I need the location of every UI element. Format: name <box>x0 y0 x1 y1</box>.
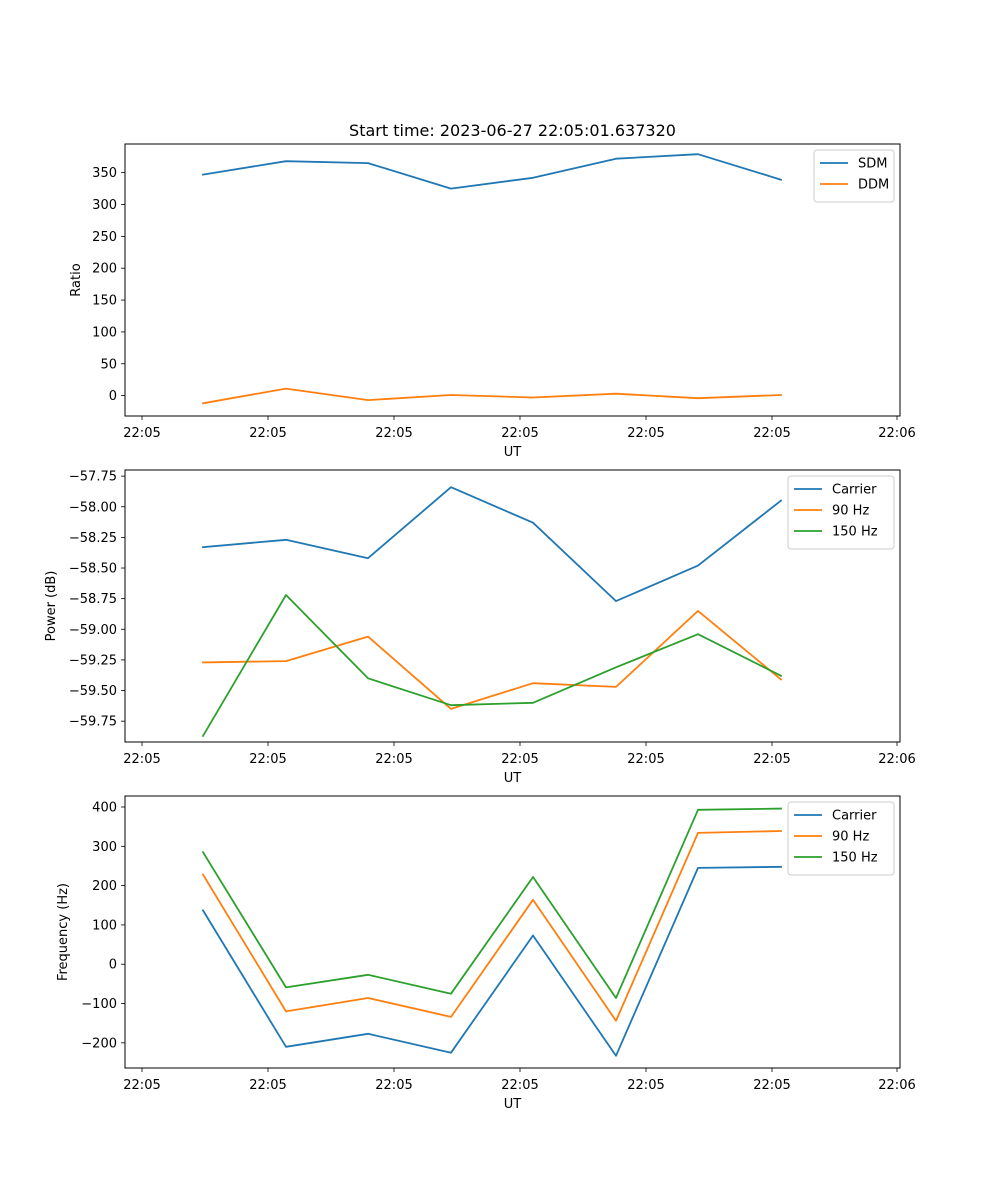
y-tick-label: −59.25 <box>69 653 117 668</box>
y-tick-label: −58.25 <box>69 531 117 546</box>
y-tick-label: −59.50 <box>69 684 117 699</box>
x-tick-label: 22:05 <box>627 1078 664 1093</box>
y-tick-label: 300 <box>92 840 117 855</box>
y-tick-label: 100 <box>92 325 117 340</box>
power-panel: −59.75 −59.50 −59.25 −59.00 −58.75 −58.50 −58.… <box>44 469 916 786</box>
x-axis-label: UT <box>504 445 522 460</box>
x-tick-label: 22:05 <box>123 426 160 441</box>
y-tick-label: 300 <box>92 198 117 213</box>
x-tick-label: 22:05 <box>627 426 664 441</box>
y-axis-label: Ratio <box>69 263 84 296</box>
legend-label: 150 Hz <box>832 525 878 540</box>
y-tick-label: 50 <box>100 357 117 372</box>
y-tick-label: −59.75 <box>69 715 117 730</box>
y-tick-label: −100 <box>81 997 117 1012</box>
ratio-panel: Start time: 2023-06-27 22:05:01.637320 0 5… <box>69 121 916 460</box>
x-tick-label: 22:05 <box>501 752 538 767</box>
y-tick-label: 0 <box>109 958 117 973</box>
y-tick-label: −58.50 <box>69 562 117 577</box>
x-axis-label: UT <box>504 771 522 786</box>
series-line-150-hz <box>201 807 782 999</box>
series-line-90-hz <box>202 610 783 710</box>
legend-label: SDM <box>858 157 887 172</box>
y-tick-label: 400 <box>92 801 117 816</box>
y-tick-label: −58.75 <box>69 592 117 607</box>
legend-label: DDM <box>858 178 889 193</box>
series-line-carrier <box>201 865 782 1057</box>
legend-label: 150 Hz <box>832 851 878 866</box>
y-tick-label: 100 <box>92 918 117 933</box>
legend-label: Carrier <box>832 483 877 498</box>
legend: Carrier 90 Hz 150 Hz <box>787 801 895 876</box>
y-axis-label: Power (dB) <box>44 571 59 642</box>
legend: SDM DDM <box>813 149 895 203</box>
y-tick-label: 150 <box>92 294 117 309</box>
axes-frame <box>124 143 901 417</box>
axes-frame <box>124 795 901 1069</box>
x-tick-label: 22:05 <box>249 1078 286 1093</box>
x-tick-label: 22:05 <box>501 426 538 441</box>
x-tick-label: 22:05 <box>753 426 790 441</box>
x-tick-label: 22:06 <box>878 1078 915 1093</box>
x-axis-label: UT <box>504 1097 522 1112</box>
x-tick-label: 22:05 <box>753 752 790 767</box>
chart-title: Start time: 2023-06-27 22:05:01.637320 <box>349 121 676 140</box>
series-line-90-hz <box>201 830 782 1022</box>
x-tick-label: 22:05 <box>375 752 412 767</box>
x-tick-label: 22:05 <box>249 426 286 441</box>
legend: Carrier 90 Hz 150 Hz <box>787 475 895 550</box>
x-tick-label: 22:05 <box>249 752 286 767</box>
y-tick-label: −59.00 <box>69 623 117 638</box>
x-tick-label: 22:05 <box>753 1078 790 1093</box>
y-tick-label: −200 <box>81 1036 117 1051</box>
x-tick-label: 22:06 <box>878 426 915 441</box>
y-tick-label: 200 <box>92 262 117 277</box>
y-tick-label: 200 <box>92 879 117 894</box>
frequency-panel: −200 −100 0 100 200 300 400 22:05 22:05 22:05 22:0… <box>56 795 916 1112</box>
y-tick-label: −57.75 <box>69 470 117 485</box>
series-line-carrier <box>202 486 783 602</box>
series-line-150-hz <box>201 594 783 738</box>
y-tick-label: 250 <box>92 230 117 245</box>
legend-label: 90 Hz <box>832 830 869 845</box>
y-tick-label: 0 <box>109 389 117 404</box>
series-line-sdm <box>201 153 783 190</box>
series-line-ddm <box>201 387 782 405</box>
legend-label: Carrier <box>832 809 877 824</box>
legend-label: 90 Hz <box>832 504 869 519</box>
y-tick-label: 350 <box>92 166 117 181</box>
x-tick-label: 22:05 <box>627 752 664 767</box>
x-tick-label: 22:05 <box>123 1078 160 1093</box>
x-tick-label: 22:06 <box>878 752 915 767</box>
x-tick-label: 22:05 <box>375 1078 412 1093</box>
x-tick-label: 22:05 <box>123 752 160 767</box>
x-tick-label: 22:05 <box>375 426 412 441</box>
x-tick-label: 22:05 <box>501 1078 538 1093</box>
axes-frame <box>124 469 901 743</box>
y-axis-label: Frequency (Hz) <box>56 883 71 981</box>
y-tick-label: −58.00 <box>69 500 117 515</box>
